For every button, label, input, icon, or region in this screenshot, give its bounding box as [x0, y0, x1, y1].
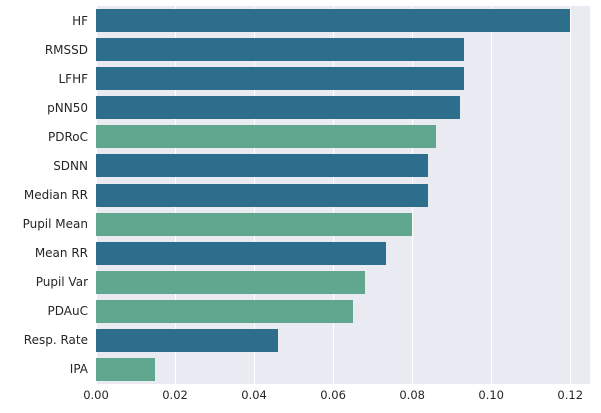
y-axis-label: LFHF	[58, 72, 88, 86]
bar	[96, 329, 278, 352]
bar	[96, 154, 428, 177]
y-axis-label: PDRoC	[48, 130, 88, 144]
y-axis-labels: HF RMSSD LFHF pNN50 PDRoC SDNN Median RR Pupil …	[0, 6, 88, 384]
x-tick-label: 0.06	[320, 388, 346, 402]
bar	[96, 38, 464, 61]
bar	[96, 184, 428, 207]
y-axis-label: HF	[72, 14, 88, 28]
y-axis-label: pNN50	[47, 101, 88, 115]
y-axis-label: SDNN	[53, 159, 88, 173]
x-tick-label: 0.00	[83, 388, 109, 402]
y-axis-label: PDAuC	[47, 304, 88, 318]
bar	[96, 67, 464, 90]
x-tick-label: 0.10	[478, 388, 504, 402]
x-tick-label: 0.02	[162, 388, 188, 402]
y-axis-label: Mean RR	[34, 246, 88, 260]
x-tick-label: 0.12	[557, 388, 584, 402]
plot-area	[96, 6, 590, 384]
y-axis-label: Resp. Rate	[23, 333, 88, 347]
gridline	[570, 6, 572, 384]
bar	[96, 125, 436, 148]
x-tick-label: 0.08	[399, 388, 425, 402]
bar	[96, 358, 156, 381]
bar	[96, 96, 460, 119]
y-axis-label: Median RR	[23, 188, 88, 202]
x-tick-label: 0.04	[241, 388, 267, 402]
y-axis-label: RMSSD	[44, 43, 88, 57]
bar	[96, 300, 353, 323]
bar	[96, 213, 413, 236]
y-axis-label: Pupil Mean	[22, 217, 88, 231]
bar	[96, 242, 387, 265]
bar	[96, 9, 571, 32]
x-axis-ticks: 0.00 0.02 0.04 0.06 0.08 0.10 0.12	[83, 388, 590, 406]
gridline	[491, 6, 493, 384]
bar	[96, 271, 365, 294]
y-axis-label: Pupil Var	[35, 275, 88, 289]
y-axis-label: IPA	[69, 362, 88, 376]
